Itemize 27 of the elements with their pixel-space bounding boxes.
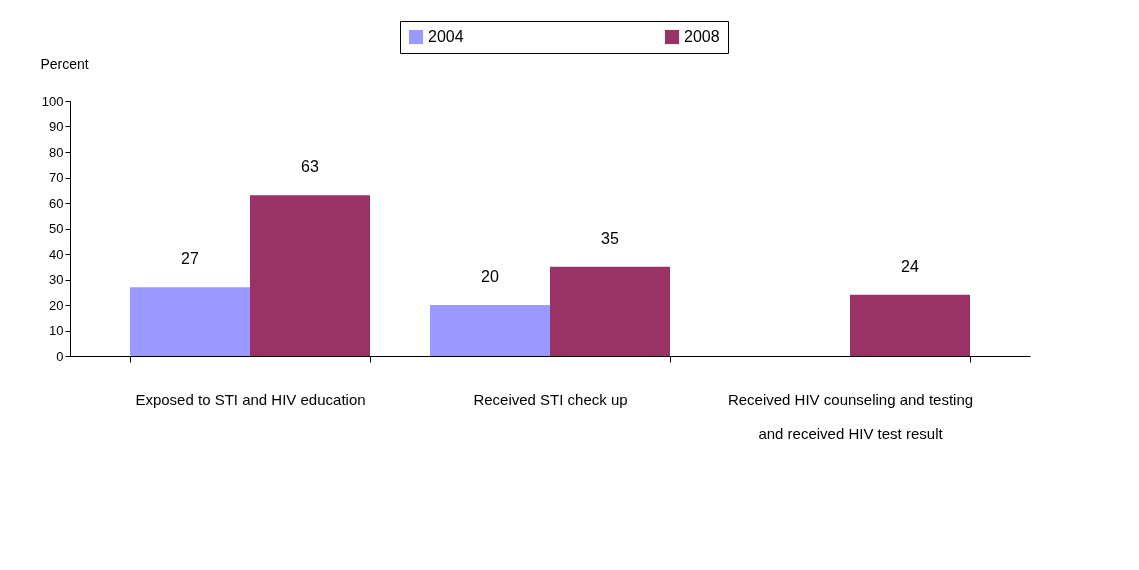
x-tick-label: Received HIV counseling and testing and received HIV test result [727,390,974,442]
y-tick-label: 40 [49,246,64,262]
y-tick-label: 100 [41,93,64,109]
bar [250,195,370,356]
bar [550,266,670,356]
data-label: 24 [901,257,919,275]
data-label: 63 [301,158,319,176]
bar [130,287,250,356]
y-tick-label: 0 [56,348,64,364]
legend-label: 2004 [428,28,464,45]
y-tick-label: 10 [49,323,64,338]
y-tick-label: 60 [49,195,64,211]
x-tick-label: Exposed to STI and HIV education [135,390,366,408]
y-tick-label: 90 [49,119,64,134]
legend-label: 2008 [684,28,720,45]
data-label: 27 [181,250,199,268]
x-tick-label: Received STI check up [473,390,628,408]
y-tick-label: 80 [49,144,64,160]
data-label: 20 [481,268,499,285]
bar [850,294,970,356]
y-tick-label: 20 [49,297,64,313]
y-axis-title: Percent [40,55,89,72]
data-label: 35 [601,229,619,247]
y-tick-label: 50 [49,221,64,236]
bar [430,305,550,356]
y-tick-label: 70 [49,170,64,185]
y-tick-label: 30 [49,272,64,287]
